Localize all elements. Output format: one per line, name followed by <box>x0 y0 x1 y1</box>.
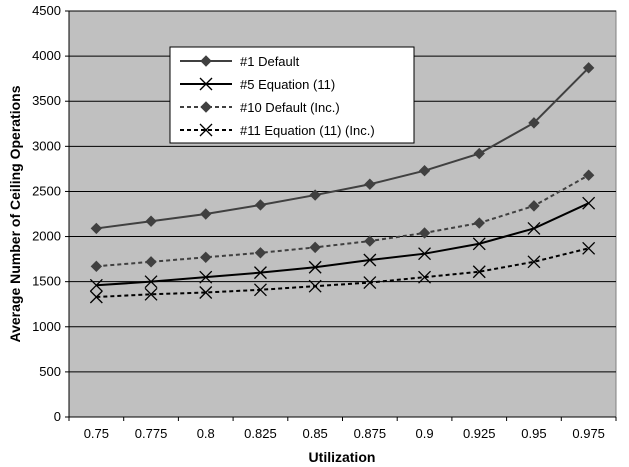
y-tick-label: 1500 <box>32 274 61 289</box>
y-tick-label: 2500 <box>32 183 61 198</box>
series-3 <box>90 169 595 273</box>
series-2 <box>89 196 596 292</box>
data-point-x <box>582 196 596 210</box>
x-tick-label: 0.75 <box>84 426 109 441</box>
x-tick-label: 0.95 <box>521 426 546 441</box>
data-point-diamond <box>254 247 267 259</box>
series-line <box>96 202 590 287</box>
series-4 <box>89 241 596 304</box>
data-point-x <box>253 283 267 297</box>
series-1 <box>90 62 595 235</box>
data-point-diamond <box>528 117 540 129</box>
data-point-x <box>363 253 377 267</box>
gridlines <box>69 10 616 373</box>
legend: #1 Default #5 Equation (11) #10 Default (I… <box>169 46 415 144</box>
y-tick-label: 4500 <box>32 3 61 18</box>
y-tick-label: 0 <box>54 409 61 424</box>
x-axis-ticks: 0.75 0.775 0.8 0.825 0.85 0.875 0.9 0.925 0.95 0.… <box>68 417 617 441</box>
data-point-diamond <box>418 164 431 177</box>
data-point-diamond <box>528 200 540 212</box>
data-point-x <box>253 266 267 280</box>
data-point-x <box>582 241 596 255</box>
data-point-diamond <box>582 62 595 74</box>
y-axis-title: Average Number of Ceiling Operations <box>7 85 23 342</box>
data-point-x <box>418 247 432 261</box>
legend-label: #1 Default <box>240 54 300 69</box>
x-tick-label: 0.775 <box>135 426 168 441</box>
data-point-diamond <box>582 169 595 181</box>
x-tick-label: 0.875 <box>354 426 387 441</box>
x-tick-label: 0.8 <box>197 426 215 441</box>
data-point-x <box>418 270 432 284</box>
data-point-x <box>308 260 322 274</box>
legend-item: #5 Equation (11) <box>180 77 335 92</box>
data-point-diamond <box>90 222 103 235</box>
legend-item: #1 Default <box>180 54 300 69</box>
y-tick-label: 500 <box>39 364 61 379</box>
data-point-x <box>144 275 158 289</box>
legend-item: #11 Equation (11) (Inc.) <box>180 123 375 138</box>
data-point-x <box>199 286 213 299</box>
legend-label: #10 Default (Inc.) <box>240 100 340 115</box>
data-point-diamond <box>418 227 431 239</box>
data-point-x <box>527 255 541 269</box>
legend-box <box>169 46 415 144</box>
x-axis-title: Utilization <box>309 449 376 465</box>
data-point-diamond <box>200 55 212 67</box>
data-point-x <box>527 221 541 235</box>
data-point-diamond <box>145 215 157 227</box>
y-tick-label: 3500 <box>32 93 61 108</box>
data-point-x <box>472 265 486 279</box>
series-line <box>96 247 589 299</box>
data-point-x <box>89 290 103 304</box>
legend-item: #10 Default (Inc.) <box>180 100 340 115</box>
y-tick-label: 3000 <box>32 138 61 153</box>
data-point-x <box>89 278 103 292</box>
y-tick-label: 1000 <box>32 319 61 334</box>
x-tick-label: 0.85 <box>302 426 327 441</box>
x-tick-label: 0.9 <box>416 426 434 441</box>
legend-label: #5 Equation (11) <box>240 77 335 92</box>
x-tick-label: 0.925 <box>463 426 496 441</box>
data-point-x <box>144 287 158 301</box>
x-tick-label: 0.975 <box>572 426 605 441</box>
data-point-diamond <box>473 217 485 229</box>
data-point-x <box>472 237 486 251</box>
series-line <box>96 67 590 230</box>
series-line <box>96 174 590 268</box>
data-point-x <box>308 279 322 293</box>
x-tick-label: 0.825 <box>244 426 277 441</box>
data-point-diamond <box>200 208 212 220</box>
data-point-diamond <box>364 235 376 247</box>
data-point-diamond <box>200 101 212 113</box>
series-group <box>89 62 596 304</box>
data-point-diamond <box>145 256 157 268</box>
data-point-diamond <box>309 241 321 254</box>
data-point-diamond <box>473 147 485 160</box>
data-point-diamond <box>254 199 267 211</box>
data-point-diamond <box>90 260 103 273</box>
data-point-x <box>363 276 377 290</box>
y-tick-label: 4000 <box>32 48 61 63</box>
data-point-x <box>199 123 213 137</box>
data-point-diamond <box>364 178 376 190</box>
y-tick-label: 2000 <box>32 229 61 244</box>
legend-label: #11 Equation (11) (Inc.) <box>240 123 375 138</box>
data-point-x <box>199 77 213 91</box>
y-axis-ticks: 0 500 1000 1500 2000 2500 3000 3500 4000 4500 <box>32 3 69 424</box>
data-point-diamond <box>200 251 212 264</box>
data-point-x <box>199 270 213 284</box>
data-point-diamond <box>309 189 321 201</box>
